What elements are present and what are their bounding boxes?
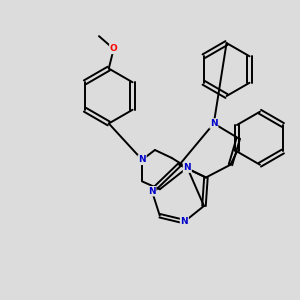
Text: N: N xyxy=(184,163,191,172)
Text: N: N xyxy=(181,217,188,226)
Text: N: N xyxy=(148,187,156,196)
Text: O: O xyxy=(110,44,118,53)
Text: N: N xyxy=(210,119,218,128)
Text: N: N xyxy=(138,155,146,164)
